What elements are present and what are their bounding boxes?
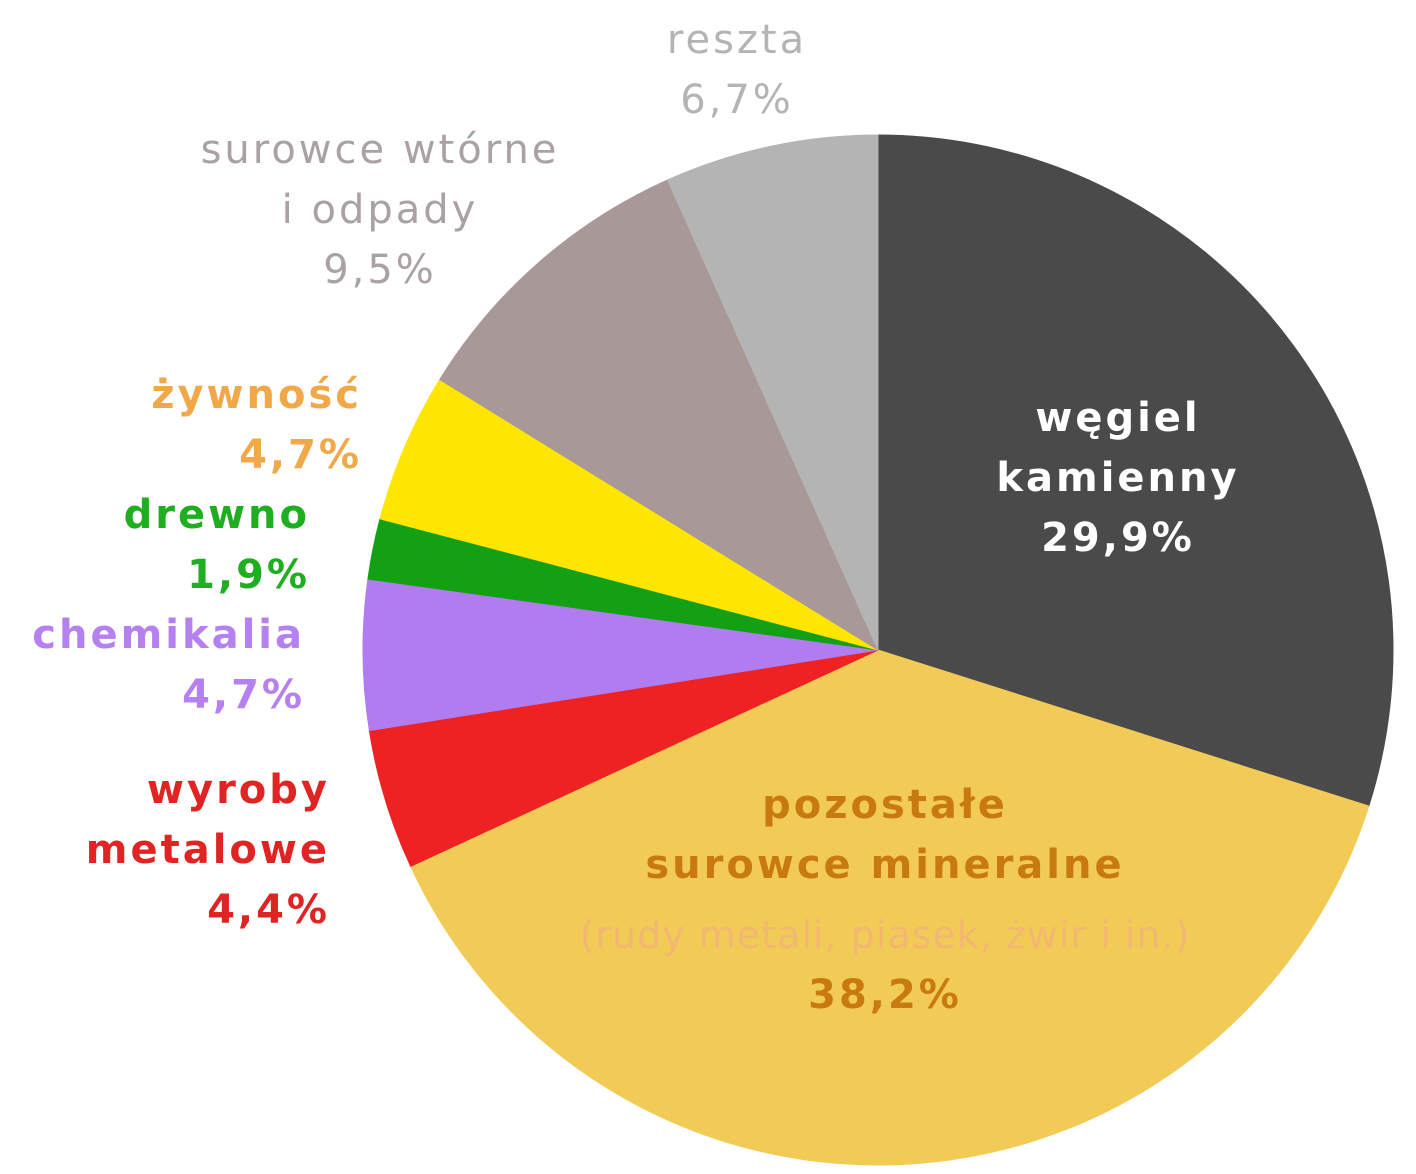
slice-label: żywność 4,7% [151, 365, 362, 485]
category-label: surowce wtórne i odpady [200, 127, 560, 233]
category-label: żywność [151, 372, 362, 418]
pie-slice [362, 578, 879, 732]
category-label: węgiel kamienny [996, 395, 1240, 501]
slice-label: węgiel kamienny 29,9% [996, 388, 1239, 568]
value-label: 1,9% [187, 552, 310, 598]
category-label: pozostałe surowce mineralne [645, 782, 1125, 888]
pie-slice [379, 378, 879, 651]
slice-label: reszta 6,7% [667, 10, 807, 130]
annotation: (rudy metali, piasek, żwir i in.) [579, 913, 1191, 957]
category-label: reszta [666, 17, 808, 63]
pie-slice [666, 134, 879, 651]
value-label: 9,5% [323, 247, 437, 293]
value-label: 38,2% [808, 972, 962, 1018]
pie-slice [409, 649, 1370, 1166]
category-label: drewno [123, 492, 310, 538]
pie-slice [439, 179, 880, 652]
category-label: chemikalia [32, 612, 305, 658]
slice-label: chemikalia 4,7% [32, 605, 305, 725]
pie-slice [877, 134, 1394, 807]
slice-label: pozostałe surowce mineralne 38,2% [645, 775, 1124, 1025]
value-label: 4,7% [182, 672, 305, 718]
value-label: 4,7% [239, 432, 362, 478]
value-label: 4,4% [207, 887, 330, 933]
value-label: 6,7% [680, 77, 794, 123]
category-label: wyroby metalowe [85, 767, 330, 873]
value-label: 29,9% [1041, 515, 1195, 561]
slice-label: surowce wtórne i odpady 9,5% [201, 120, 560, 300]
slice-label: wyroby metalowe 4,4% [86, 760, 330, 940]
slice-label: drewno 1,9% [124, 485, 310, 605]
